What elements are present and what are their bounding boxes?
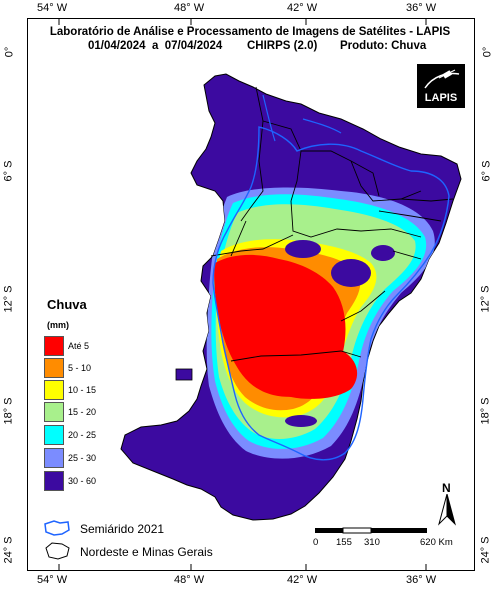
- header-source: CHIRPS (2.0): [247, 40, 318, 52]
- legend-title: Chuva: [47, 297, 87, 312]
- legend-swatch: [44, 358, 64, 378]
- lat-label-18s-right: 18° S: [479, 397, 492, 425]
- legend-label: 5 - 10: [68, 363, 92, 373]
- rain-zone-ate-5-south: [257, 342, 358, 399]
- header-period: 01/04/2024 a 07/04/2024: [88, 40, 223, 52]
- lat-label-24s: 24° S: [2, 536, 15, 564]
- lat-label-12s-right: 12° S: [479, 285, 492, 313]
- lat-label-24s-right: 24° S: [479, 536, 492, 564]
- lon-label-48w: 48° W: [174, 2, 205, 14]
- semiarid-outline: [212, 126, 450, 461]
- rain-hole-east: [331, 259, 371, 287]
- scale-label-620: 620 Km: [420, 537, 453, 548]
- legend-label: Até 5: [68, 341, 90, 351]
- legend-unit: (mm): [47, 320, 69, 330]
- legend-swatch: [44, 471, 64, 491]
- legend-swatch: [44, 402, 64, 422]
- scale-label-0: 0: [313, 537, 319, 548]
- lapis-logo: LAPIS: [417, 64, 465, 108]
- lat-label-18s: 18° S: [2, 397, 15, 425]
- map-frame: [27, 18, 475, 571]
- north-arrow-icon: [438, 494, 456, 526]
- lon-label-42w-bottom: 42° W: [287, 574, 318, 586]
- region-west-patch: [175, 368, 193, 381]
- lon-label-36w-bottom: 36° W: [406, 574, 437, 586]
- lon-label-42w: 42° W: [287, 2, 318, 14]
- legend-label: 20 - 25: [68, 430, 97, 440]
- lat-label-12s: 12° S: [2, 285, 15, 313]
- rain-hole-north: [285, 240, 321, 258]
- region-legend-label: Nordeste e Minas Gerais: [80, 545, 213, 559]
- region-legend-icon: [45, 542, 70, 560]
- map-canvas: [58, 19, 462, 570]
- legend-label: 25 - 30: [68, 453, 97, 463]
- scale-label-310: 310: [364, 537, 380, 548]
- state-borders: [210, 86, 454, 362]
- lon-label-54w-bottom: 54° W: [37, 574, 68, 586]
- lat-label-6s-right: 6° S: [480, 160, 493, 182]
- semiarid-legend-icon: [44, 520, 70, 536]
- lon-label-54w: 54° W: [37, 2, 68, 14]
- semiarid-outline-north: [262, 94, 342, 142]
- rain-hole-ne: [371, 245, 395, 261]
- lon-label-36w: 36° W: [406, 2, 437, 14]
- legend-swatch: [44, 336, 64, 356]
- lat-label-0-right: 0°: [481, 46, 494, 58]
- lat-label-0: 0°: [3, 46, 16, 58]
- lapis-logo-text: LAPIS: [424, 92, 458, 104]
- legend-label: 30 - 60: [68, 476, 97, 486]
- lon-label-48w-bottom: 48° W: [174, 574, 205, 586]
- scale-label-155: 155: [336, 537, 352, 548]
- scale-bar: [315, 527, 427, 534]
- north-label: N: [442, 481, 451, 495]
- header-title: Laboratório de Análise e Processamento d…: [49, 26, 451, 38]
- satellite-icon: [424, 69, 460, 89]
- rain-hole-south: [285, 415, 317, 427]
- semiarid-legend-label: Semiárido 2021: [80, 522, 165, 536]
- legend-label: 10 - 15: [68, 385, 97, 395]
- lat-label-6s: 6° S: [2, 160, 15, 182]
- legend-label: 15 - 20: [68, 407, 97, 417]
- legend-swatch: [44, 380, 64, 400]
- legend-swatch: [44, 425, 64, 445]
- legend-swatch: [44, 448, 64, 468]
- header-product: Produto: Chuva: [340, 40, 427, 52]
